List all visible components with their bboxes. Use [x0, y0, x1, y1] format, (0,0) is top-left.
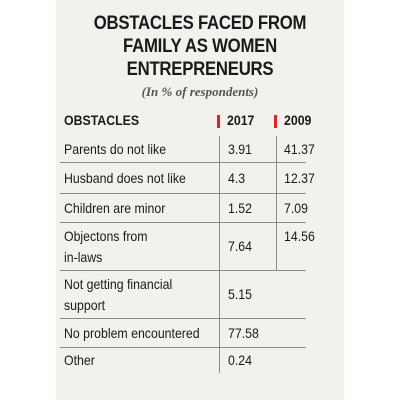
cell-2009: 41.37	[284, 141, 315, 157]
row-label: No problem encountered	[64, 324, 200, 341]
row-divider	[60, 162, 306, 163]
cell-2017: 5.15	[228, 286, 252, 302]
row-label: Parents do not like	[64, 141, 167, 157]
chart-title: OBSTACLES FACED FROM FAMILY AS WOMEN ENT…	[76, 12, 324, 81]
cell-2017: 0.24	[228, 352, 252, 368]
cell-2009: 12.37	[284, 169, 315, 186]
header-2017: 2017	[227, 112, 255, 128]
row-label: Not getting financial	[64, 276, 173, 292]
cell-2017: 1.52	[228, 199, 252, 216]
header-marker-2017	[217, 115, 220, 128]
cell-2009: 14.56	[284, 228, 315, 244]
title-line-2: FAMILY AS WOMEN	[123, 35, 277, 57]
row-divider	[60, 347, 306, 348]
row-label: Children are minor	[64, 199, 166, 216]
cell-2017: 4.3	[228, 169, 246, 186]
row-label: Husband does not like	[64, 169, 186, 186]
cell-2009: 7.09	[284, 199, 308, 216]
title-line-3: ENTREPRENEURS	[126, 58, 274, 80]
row-label: support	[64, 297, 106, 313]
header-marker-2009	[274, 115, 277, 128]
cell-2017: 77.58	[228, 324, 259, 341]
chart-subtitle: (In % of respondents)	[141, 84, 259, 99]
row-label: in-laws	[64, 249, 103, 265]
row-label: Objectons from	[64, 228, 148, 244]
column-separator-2017	[219, 136, 220, 373]
header-2009: 2009	[284, 112, 312, 128]
row-divider	[60, 318, 306, 319]
cell-2017: 3.91	[228, 141, 252, 157]
row-divider	[60, 193, 306, 194]
chart-panel	[56, 0, 344, 400]
cell-2017: 7.64	[228, 238, 252, 254]
row-divider	[60, 270, 306, 271]
header-obstacles: OBSTACLES	[64, 112, 140, 128]
column-separator-2009	[276, 136, 277, 270]
title-line-1: OBSTACLES FACED FROM	[93, 12, 307, 34]
row-divider	[60, 222, 306, 223]
row-label: Other	[64, 352, 95, 368]
